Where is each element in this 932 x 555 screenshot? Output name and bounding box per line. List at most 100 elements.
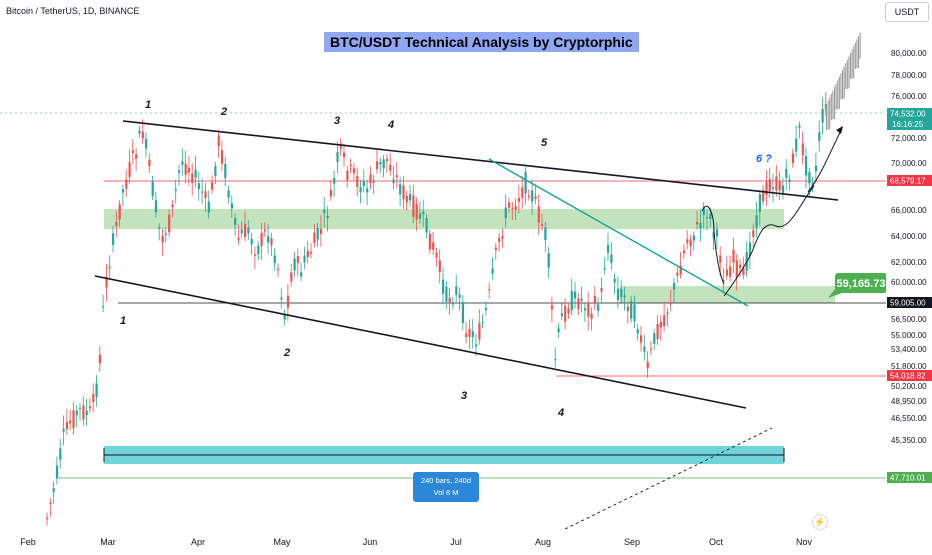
wave-top-label-5: 5 — [541, 137, 548, 149]
candle-body — [148, 159, 151, 167]
candle-body — [501, 235, 504, 239]
candle-body — [399, 184, 402, 195]
range-tooltip: 240 bars, 240d Vol 8 M — [413, 472, 479, 502]
price-badge — [887, 370, 932, 381]
price-tick-label: 76,000.00 — [891, 92, 927, 101]
candle-body — [742, 267, 745, 275]
candle-body — [267, 235, 270, 243]
candle-body — [392, 179, 395, 184]
candle-body — [59, 448, 62, 460]
candle-body — [121, 189, 125, 193]
candle-body — [547, 253, 550, 268]
candle-body — [653, 333, 656, 344]
candle-body — [626, 306, 629, 312]
candle-body — [277, 268, 280, 270]
projection-bar — [850, 53, 852, 79]
upper-trendline — [122, 120, 839, 201]
candle-body — [514, 206, 517, 210]
projection-bar — [848, 56, 850, 89]
price-badge-label: 74,532.00 — [890, 110, 926, 119]
candle-body — [824, 103, 827, 110]
price-axis[interactable]: 80,000.00 78,000.00 76,000.00 72,000.00 70,0… — [886, 0, 932, 550]
candle-body — [263, 229, 266, 232]
candle-body — [244, 223, 247, 238]
candle-body — [531, 190, 534, 202]
projection-bar — [845, 63, 847, 90]
candle-body — [805, 156, 808, 176]
candle-body — [610, 254, 613, 263]
candle-body — [432, 242, 435, 250]
candle-body — [785, 168, 788, 178]
candle-body — [646, 361, 649, 369]
candle-body — [567, 308, 570, 314]
candle-body — [725, 269, 728, 276]
candle-body — [82, 405, 85, 420]
price-tick-label: 56,500.00 — [891, 315, 927, 324]
price-tick-label: 50,200.00 — [891, 382, 927, 391]
candle-body — [402, 185, 405, 200]
projection-bar — [859, 32, 861, 59]
candle-body — [521, 187, 524, 198]
price-tick-label: 66,000.00 — [891, 206, 927, 215]
bolt-icon[interactable]: ⚡ — [812, 514, 828, 530]
time-axis[interactable]: Feb Mar Apr May Jun Jul Aug Sep Oct Nov — [0, 534, 886, 550]
candle-body — [643, 346, 646, 352]
teal-trendline — [488, 158, 749, 307]
candle-body — [752, 230, 755, 237]
price-badge-label: 54,018.82 — [890, 372, 926, 381]
candle-body — [112, 233, 115, 245]
price-callout-text: 59,165.73 — [837, 278, 886, 290]
candle-body — [131, 150, 134, 153]
candle-body — [438, 260, 441, 273]
candle-body — [352, 168, 356, 174]
candle-body — [174, 189, 177, 191]
candle-body — [422, 211, 425, 215]
candle-body — [65, 422, 68, 430]
candle-body — [564, 305, 567, 322]
candle-body — [765, 181, 768, 196]
candle-body — [72, 410, 75, 429]
projection-path-1 — [701, 205, 725, 285]
projection-bar — [851, 49, 853, 79]
candle-body — [313, 232, 316, 244]
candle-body — [280, 297, 283, 300]
candle-body — [69, 420, 72, 424]
candle-body — [570, 290, 573, 311]
candle-body — [471, 331, 474, 338]
price-badge — [887, 175, 932, 186]
candle-body — [257, 245, 260, 255]
projection-bar — [858, 36, 860, 68]
candle-body — [191, 173, 194, 184]
candle-body — [468, 328, 471, 337]
candle-body — [498, 237, 501, 242]
candle-body — [524, 172, 527, 194]
candle-body — [607, 245, 610, 253]
candle-body — [583, 308, 587, 311]
candle-body — [666, 312, 669, 314]
projection-bar — [826, 104, 828, 130]
candle-body — [270, 238, 273, 246]
candle-body — [214, 166, 217, 177]
currency-button[interactable]: USDT — [885, 2, 929, 22]
candle-body — [508, 202, 511, 208]
wave-bottom-label-1: 1 — [120, 315, 126, 327]
projection-bar — [829, 97, 831, 130]
time-tick-label: Jun — [363, 537, 378, 547]
candle-body — [319, 228, 323, 234]
candle-body — [286, 295, 290, 308]
candle-body — [504, 207, 507, 219]
time-tick-label: May — [273, 537, 291, 547]
candle-body — [250, 239, 253, 245]
range-tooltip-bars: 240 bars, 240d — [420, 476, 472, 485]
candle-body — [290, 272, 293, 282]
projection-bar — [842, 70, 844, 99]
price-tick-label: 70,000.00 — [891, 159, 927, 168]
projection-bar — [832, 90, 834, 120]
candle-body — [283, 314, 286, 320]
price-tick-label: 45,350.00 — [891, 436, 927, 445]
price-badge — [887, 108, 932, 130]
candle-body — [616, 288, 620, 301]
candle-body — [709, 213, 712, 219]
